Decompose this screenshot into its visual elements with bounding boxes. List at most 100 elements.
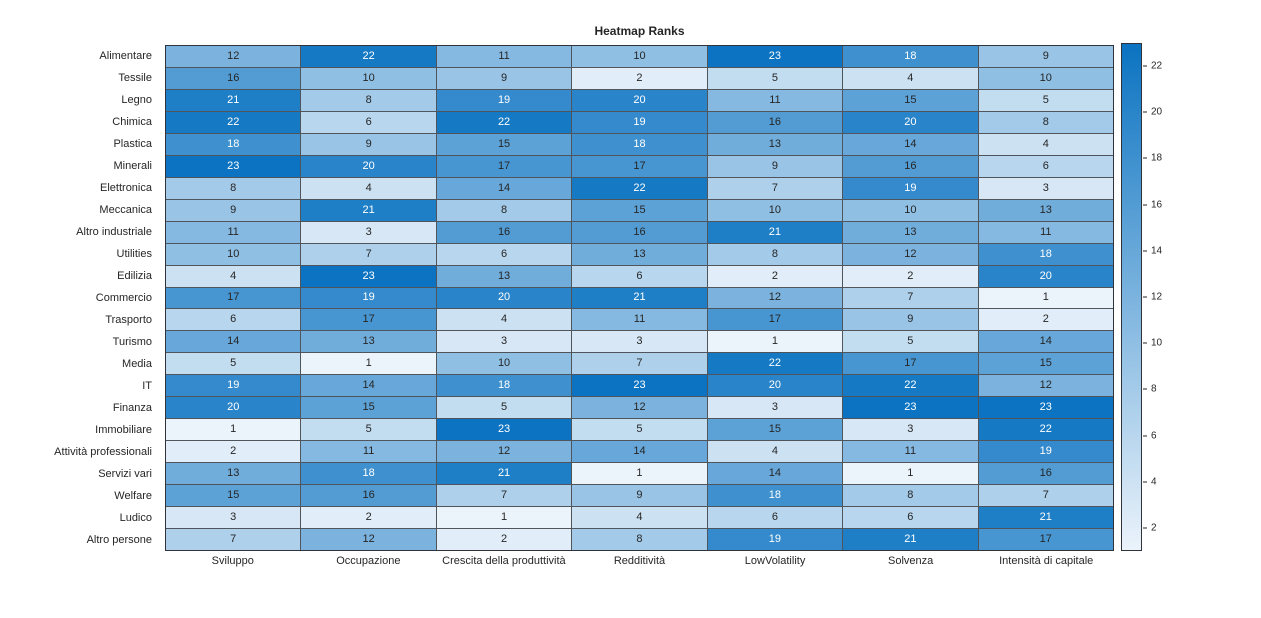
heatmap-cell: 2 bbox=[978, 309, 1113, 331]
heatmap-cell: 4 bbox=[166, 265, 301, 287]
tick-label: 6 bbox=[1151, 430, 1157, 442]
heatmap-cell: 7 bbox=[707, 177, 843, 199]
heatmap-cell: 18 bbox=[301, 463, 436, 485]
heatmap-cell: 14 bbox=[843, 133, 978, 155]
tick-mark bbox=[1143, 435, 1147, 437]
heatmap-cell: 21 bbox=[166, 89, 301, 111]
heatmap-cell: 19 bbox=[572, 111, 707, 133]
heatmap-cell: 7 bbox=[843, 287, 978, 309]
heatmap-cell: 10 bbox=[707, 199, 843, 221]
heatmap-cell: 13 bbox=[843, 221, 978, 243]
heatmap-cell: 13 bbox=[572, 243, 707, 265]
heatmap-cell: 8 bbox=[166, 177, 301, 199]
heatmap-cell: 23 bbox=[843, 397, 978, 419]
heatmap-cell: 2 bbox=[301, 507, 436, 529]
heatmap-cell: 15 bbox=[166, 485, 301, 507]
heatmap-cell: 2 bbox=[843, 265, 978, 287]
heatmap-cell: 16 bbox=[572, 221, 707, 243]
heatmap-cell: 7 bbox=[166, 529, 301, 550]
heatmap-cell: 19 bbox=[978, 441, 1113, 463]
column-label: Redditività bbox=[613, 555, 666, 567]
colorbar-tick: 4 bbox=[1143, 476, 1157, 487]
heatmap-cell: 8 bbox=[572, 529, 707, 550]
row-label: Utilities bbox=[116, 248, 152, 260]
heatmap-cell: 4 bbox=[301, 177, 436, 199]
heatmap-cell: 10 bbox=[978, 67, 1113, 89]
heatmap-cell: 23 bbox=[707, 46, 843, 67]
heatmap-cell: 15 bbox=[436, 133, 572, 155]
heatmap-cell: 17 bbox=[978, 529, 1113, 550]
row-label: Commercio bbox=[95, 292, 152, 304]
colorbar-tick: 18 bbox=[1143, 153, 1162, 164]
heatmap-cell: 12 bbox=[436, 441, 572, 463]
colorbar-tick: 22 bbox=[1143, 61, 1162, 72]
column-label: Solvenza bbox=[888, 555, 934, 567]
heatmap-cell: 7 bbox=[301, 243, 436, 265]
row-label: Turismo bbox=[112, 336, 152, 348]
heatmap-cell: 3 bbox=[843, 419, 978, 441]
heatmap-cell: 14 bbox=[978, 331, 1113, 353]
heatmap-cell: 5 bbox=[166, 353, 301, 375]
heatmap-cell: 16 bbox=[843, 155, 978, 177]
heatmap-cell: 4 bbox=[978, 133, 1113, 155]
heatmap-cell: 23 bbox=[436, 419, 572, 441]
column-label: Sviluppo bbox=[211, 555, 254, 567]
heatmap-cell: 18 bbox=[843, 46, 978, 67]
tick-mark bbox=[1143, 342, 1147, 344]
heatmap-cell: 12 bbox=[301, 529, 436, 550]
colorbar bbox=[1121, 43, 1142, 551]
heatmap-cell: 23 bbox=[301, 265, 436, 287]
heatmap-cell: 1 bbox=[707, 331, 843, 353]
heatmap-cell: 16 bbox=[707, 111, 843, 133]
heatmap-cell: 3 bbox=[572, 331, 707, 353]
row-label: Plastica bbox=[113, 138, 152, 150]
heatmap-cell: 22 bbox=[301, 46, 436, 67]
heatmap-cell: 9 bbox=[843, 309, 978, 331]
row-label: Trasporto bbox=[105, 314, 152, 326]
heatmap-cell: 17 bbox=[707, 309, 843, 331]
heatmap-cell: 5 bbox=[572, 419, 707, 441]
heatmap-cell: 19 bbox=[707, 529, 843, 550]
heatmap-cell: 15 bbox=[301, 397, 436, 419]
heatmap-cell: 23 bbox=[572, 375, 707, 397]
heatmap-cell: 16 bbox=[436, 221, 572, 243]
row-label: Altro industriale bbox=[76, 226, 152, 238]
tick-label: 14 bbox=[1151, 245, 1163, 257]
heatmap-cell: 4 bbox=[436, 309, 572, 331]
x-axis-column-labels: Sviluppo Occupazione Crescita della produt… bbox=[165, 555, 1114, 571]
heatmap-cell: 14 bbox=[301, 375, 436, 397]
heatmap-cell: 8 bbox=[301, 89, 436, 111]
tick-label: 16 bbox=[1151, 199, 1163, 211]
column-label: Occupazione bbox=[336, 555, 401, 567]
tick-label: 10 bbox=[1151, 337, 1163, 349]
heatmap-cell: 15 bbox=[843, 89, 978, 111]
heatmap-cell: 21 bbox=[572, 287, 707, 309]
column-label: Intensità di capitale bbox=[999, 555, 1094, 567]
heatmap-cell: 22 bbox=[166, 111, 301, 133]
heatmap-cell: 8 bbox=[436, 199, 572, 221]
heatmap-cell: 2 bbox=[707, 265, 843, 287]
heatmap-cell: 21 bbox=[301, 199, 436, 221]
heatmap-cell: 12 bbox=[166, 46, 301, 67]
colorbar-tick: 2 bbox=[1143, 522, 1157, 533]
heatmap-cell: 14 bbox=[572, 441, 707, 463]
heatmap-cell: 8 bbox=[707, 243, 843, 265]
heatmap-cell: 21 bbox=[843, 529, 978, 550]
heatmap-cell: 11 bbox=[166, 221, 301, 243]
heatmap-cell: 14 bbox=[436, 177, 572, 199]
heatmap-cell: 6 bbox=[166, 309, 301, 331]
heatmap-cell: 13 bbox=[978, 199, 1113, 221]
heatmap-cell: 2 bbox=[572, 67, 707, 89]
colorbar-tick: 16 bbox=[1143, 199, 1162, 210]
row-label: Alimentare bbox=[99, 50, 152, 62]
heatmap-cell: 18 bbox=[572, 133, 707, 155]
colorbar-tick: 6 bbox=[1143, 430, 1157, 441]
heatmap-cell: 6 bbox=[572, 265, 707, 287]
heatmap-cell: 13 bbox=[301, 331, 436, 353]
heatmap-cell: 17 bbox=[166, 287, 301, 309]
heatmap-cell: 10 bbox=[301, 67, 436, 89]
heatmap-cell: 13 bbox=[707, 133, 843, 155]
tick-label: 22 bbox=[1151, 60, 1163, 72]
heatmap-cell: 11 bbox=[707, 89, 843, 111]
tick-mark bbox=[1143, 250, 1147, 252]
